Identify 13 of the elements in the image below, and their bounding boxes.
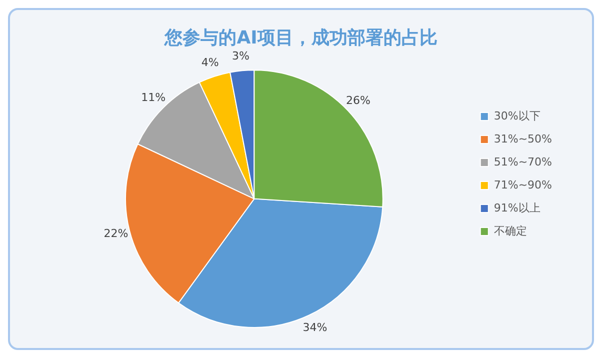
legend-label: 51%~70% [494, 155, 552, 168]
legend-label: 不确定 [494, 224, 527, 238]
legend-label: 91%以上 [494, 201, 540, 214]
data-label: 26% [346, 94, 370, 107]
chart-title: 您参与的AI项目，成功部署的占比 [164, 27, 438, 48]
data-label: 34% [302, 320, 328, 334]
legend-label: 31%~50% [494, 132, 552, 146]
data-label: 4% [201, 56, 219, 69]
data-label: 11% [141, 90, 166, 104]
data-label: 3% [232, 50, 250, 63]
data-label: 22% [104, 227, 128, 240]
legend-label: 30%以下 [494, 109, 540, 122]
legend-label: 71%~90% [494, 178, 552, 192]
